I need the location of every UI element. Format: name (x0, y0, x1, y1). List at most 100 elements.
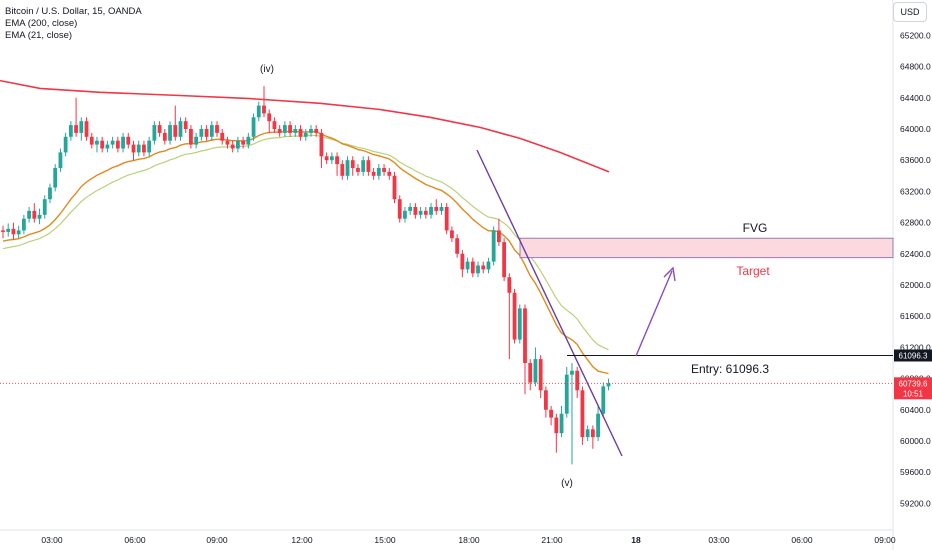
candle-body (429, 207, 433, 215)
candle (345, 156, 350, 180)
candle (596, 405, 600, 441)
candle-body (16, 230, 21, 235)
candle-body (115, 140, 120, 149)
candle-body (136, 144, 141, 153)
candle-body (157, 125, 162, 133)
candle (42, 195, 47, 219)
candle-body (392, 175, 397, 200)
chart-legend: Bitcoin / U.S. Dollar, 15, OANDA EMA (20… (5, 6, 142, 42)
candle-body (413, 207, 418, 215)
wave-v-label: (v) (561, 478, 573, 489)
candle (429, 203, 433, 219)
candle-body (476, 265, 480, 274)
candle (606, 378, 611, 391)
candle-body (366, 160, 371, 172)
candle (256, 101, 261, 122)
candle (173, 105, 178, 141)
candle (100, 136, 105, 153)
candle-body (288, 125, 292, 133)
candle (413, 203, 418, 219)
y-tick-label: 60000.0 (900, 436, 931, 446)
currency-button[interactable]: USD (893, 2, 927, 22)
entry-price-tag-text: 61096.3 (899, 351, 928, 360)
candle-body (303, 132, 308, 137)
candle-body (110, 140, 115, 145)
candle (350, 156, 355, 176)
candle (246, 132, 251, 149)
candle (277, 125, 282, 137)
candle (523, 304, 527, 395)
candle-body (497, 230, 501, 243)
candle (162, 129, 167, 145)
fvg-zone[interactable] (519, 237, 894, 259)
candle-body (465, 261, 470, 270)
candle (481, 261, 486, 274)
candle (335, 152, 339, 176)
candle-body (262, 105, 266, 114)
candle (543, 386, 548, 418)
candle (236, 136, 240, 153)
candle (434, 199, 439, 215)
candle (476, 261, 480, 278)
candle (314, 125, 319, 137)
candle-body (570, 370, 574, 375)
candle (585, 425, 590, 441)
candle (564, 366, 569, 418)
candle (209, 121, 214, 141)
candle-body (241, 140, 246, 145)
candle-body (575, 370, 580, 391)
x-tick-label: 03:00 (708, 535, 730, 545)
candle (262, 86, 266, 118)
candle (157, 121, 162, 137)
candle (361, 156, 366, 176)
candle-body (423, 210, 428, 215)
candle (147, 136, 152, 157)
candle-body (554, 417, 559, 434)
ema-light-line (2, 134, 609, 351)
candle-body (194, 136, 199, 145)
candle (418, 207, 423, 219)
candle-body (84, 121, 89, 137)
candle-body (345, 160, 350, 176)
candle-body (131, 144, 136, 153)
candle-body (68, 125, 73, 137)
candle-body (335, 156, 339, 165)
candle-body (199, 129, 204, 137)
candle-body (204, 129, 209, 137)
countdown-text: 10:51 (903, 389, 924, 398)
candle-body (397, 199, 402, 219)
candle (570, 363, 574, 465)
candle (298, 125, 303, 141)
candle (517, 304, 522, 344)
candle-body (596, 413, 600, 438)
candle-body (162, 132, 167, 141)
candle (189, 125, 193, 149)
candle-body (225, 140, 230, 145)
candle-body (502, 242, 507, 278)
candle (267, 109, 272, 133)
candle-body (168, 125, 172, 141)
candle (110, 136, 115, 149)
candle (408, 203, 413, 215)
candle-body (387, 171, 392, 176)
x-tick-label: 09:00 (206, 535, 228, 545)
candle-body (601, 386, 606, 414)
candle (16, 225, 21, 239)
candle (79, 117, 84, 141)
candle (152, 121, 157, 145)
candle-body (189, 129, 193, 145)
candle-body (559, 413, 564, 434)
candle (142, 140, 146, 157)
candle-body (319, 132, 324, 157)
candle (105, 140, 110, 153)
trendline[interactable] (476, 149, 623, 457)
candle (251, 113, 256, 141)
candle (554, 413, 559, 453)
candle (444, 203, 449, 235)
candle (382, 164, 386, 176)
candle-body (580, 390, 585, 438)
target-arrow[interactable] (635, 270, 673, 357)
candle-body (277, 129, 282, 133)
y-tick-label: 61200.0 (900, 342, 931, 352)
